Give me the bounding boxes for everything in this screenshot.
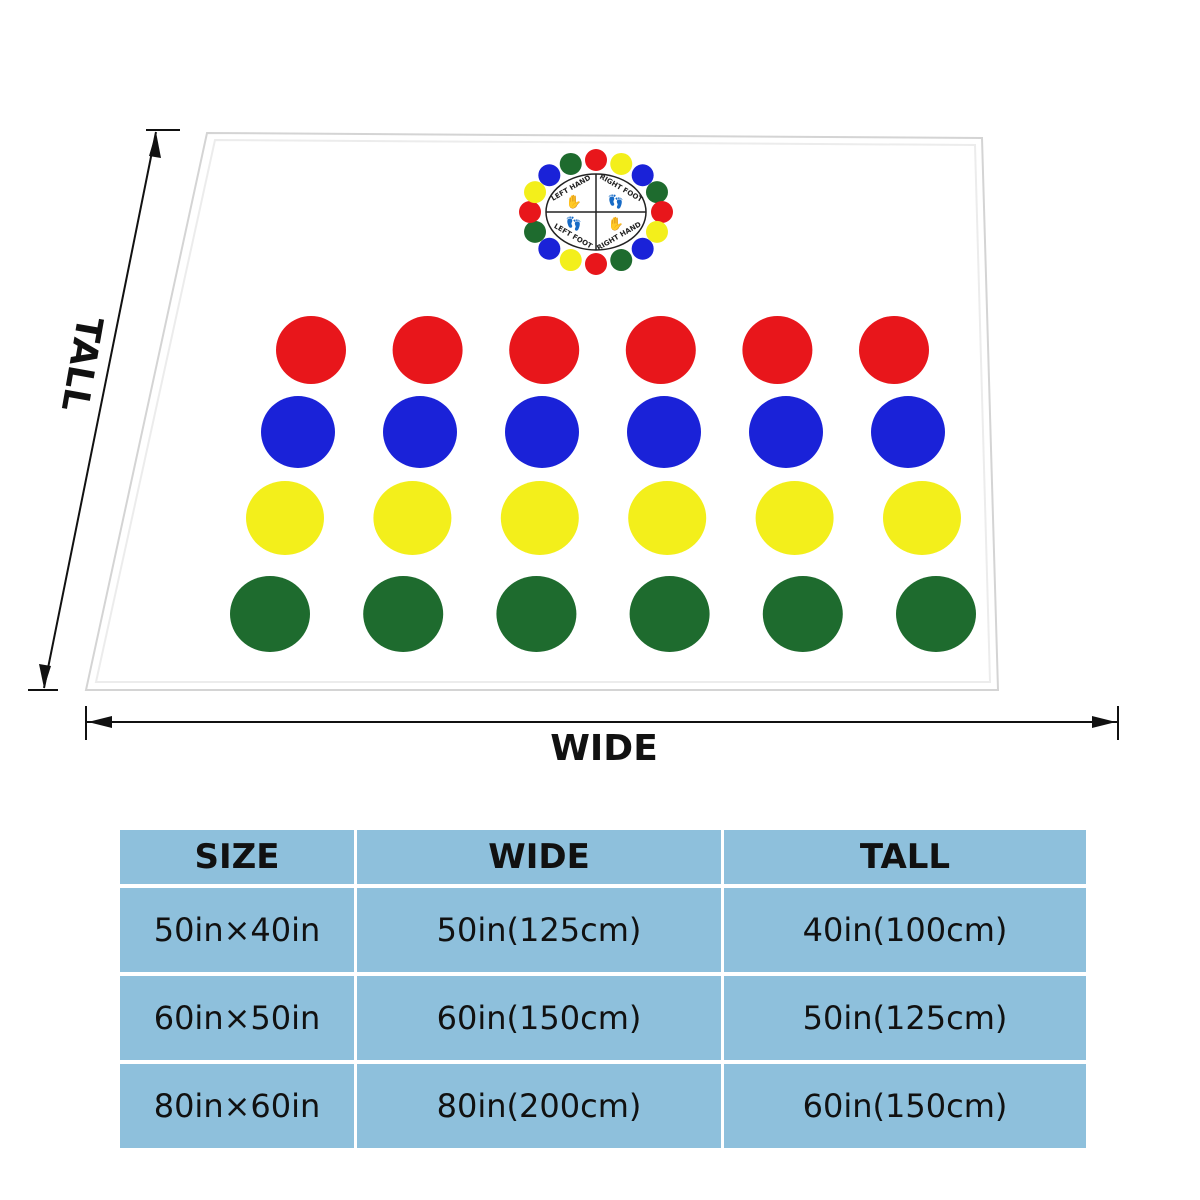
spinner-ring-dot xyxy=(519,201,541,223)
header-wide: WIDE xyxy=(357,830,721,884)
yellow-dot xyxy=(246,481,324,555)
spinner-ring-dot xyxy=(645,220,668,243)
spinner-ring-dot xyxy=(524,181,547,204)
yellow-dot xyxy=(628,481,707,555)
blue-dot xyxy=(383,396,457,468)
row-3-wide: 80in(200cm) xyxy=(357,1064,721,1148)
spinner-ring-dot xyxy=(645,181,668,204)
red-dot xyxy=(276,316,346,384)
row-1-wide: 50in(125cm) xyxy=(357,888,721,972)
green-dot xyxy=(762,576,843,652)
red-dot xyxy=(859,316,929,384)
green-dot xyxy=(629,576,710,652)
tall-arrow-bottom xyxy=(39,664,51,688)
row-2-tall: 50in(125cm) xyxy=(724,976,1086,1060)
yellow-dot xyxy=(373,481,452,555)
row-3-tall: 60in(150cm) xyxy=(724,1064,1086,1148)
row-2-wide: 60in(150cm) xyxy=(357,976,721,1060)
yellow-dot xyxy=(883,481,961,555)
header-size: SIZE xyxy=(120,830,354,884)
blue-dot xyxy=(261,396,335,468)
hand-icon: ✋ xyxy=(608,216,624,232)
spinner-ring-dot xyxy=(524,220,547,243)
spinner-ring-dot xyxy=(610,249,633,272)
blue-dot xyxy=(627,396,701,468)
tall-arrow-top xyxy=(149,132,161,158)
blue-dot xyxy=(505,396,579,468)
row-1-size: 50in×40in xyxy=(120,888,354,972)
foot-icon: 👣 xyxy=(608,193,624,210)
spinner-ring-dot xyxy=(538,237,561,260)
spinner-ring-dot xyxy=(610,152,633,175)
blue-dot xyxy=(749,396,823,468)
green-dot xyxy=(496,576,577,652)
green-dot xyxy=(363,576,444,652)
spinner-graphic: LEFT HAND✋ RIGHT FOOT👣RIGHT HAND✋LEFT FOO… xyxy=(519,149,673,275)
spinner-ring-dot xyxy=(559,152,582,175)
red-dot xyxy=(742,316,813,384)
wide-arrow-left xyxy=(88,716,112,728)
spinner-ring-dot xyxy=(585,253,607,275)
red-dot xyxy=(509,316,580,384)
red-dot xyxy=(392,316,463,384)
spinner-ring-dot xyxy=(585,149,607,171)
spinner-ring-dot xyxy=(631,237,654,260)
row-2-size: 60in×50in xyxy=(120,976,354,1060)
red-dot xyxy=(625,316,696,384)
spinner-ring-dot xyxy=(559,249,582,272)
tall-dimension-line xyxy=(43,131,157,689)
wide-arrow-right xyxy=(1092,716,1116,728)
yellow-dot xyxy=(755,481,834,555)
hand-icon: ✋ xyxy=(566,194,582,210)
row-1-tall: 40in(100cm) xyxy=(724,888,1086,972)
blue-dot xyxy=(871,396,945,468)
yellow-dot xyxy=(500,481,579,555)
green-dot xyxy=(230,576,310,652)
spinner-ring-dot xyxy=(538,164,561,187)
blanket-edge xyxy=(94,138,992,683)
row-3-size: 80in×60in xyxy=(120,1064,354,1148)
wide-label: WIDE xyxy=(550,728,658,769)
header-tall: TALL xyxy=(724,830,1086,884)
wide-dimension: WIDE xyxy=(85,706,1119,769)
foot-icon: 👣 xyxy=(566,215,582,232)
blanket-illustration: LEFT HAND✋ RIGHT FOOT👣RIGHT HAND✋LEFT FOO… xyxy=(28,129,1119,769)
spinner-ring-dot xyxy=(651,201,673,223)
spinner-ring-dot xyxy=(631,164,654,187)
size-table: SIZE WIDE TALL 50in×40in 50in(125cm) 40i… xyxy=(120,830,1086,1160)
green-dot xyxy=(896,576,976,652)
dot-grid xyxy=(230,316,976,652)
